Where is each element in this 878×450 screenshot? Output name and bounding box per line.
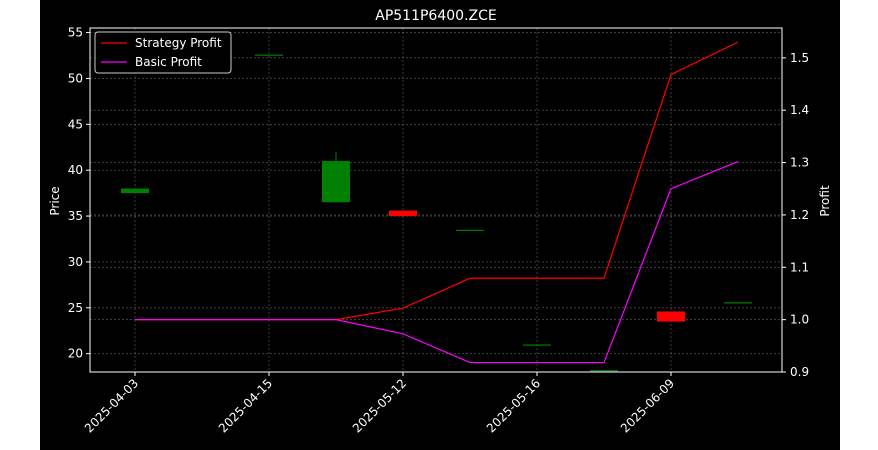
right-tick-label: 1.4 [790,103,809,117]
plot-frame [89,27,783,373]
profit-lines [135,41,739,364]
candle-body [523,344,551,346]
left-tick-label: 55 [68,26,83,40]
candlesticks [121,54,752,372]
x-tick-label: 2025-06-09 [618,376,677,435]
candle-body [456,229,484,232]
series-line-1 [135,160,739,364]
left-tick-label: 30 [68,255,83,269]
right-tick-label: 1.0 [790,313,809,327]
candle-body [724,302,752,304]
series-line-0 [135,41,739,321]
right-tick-label: 1.1 [790,260,809,274]
right-tick-label: 1.3 [790,156,809,170]
x-tick-label: 2025-04-15 [216,376,275,435]
legend-label-strategy: Strategy Profit [135,36,222,50]
chart-title: AP511P6400.ZCE [375,8,496,24]
y-axis-label-left: Price [48,186,62,215]
right-tick-label: 0.9 [790,365,809,379]
left-tick-label: 20 [68,347,83,361]
chart-figure: AP511P6400.ZCE 20 25 30 35 40 45 50 55 0.9 1.0 1.… [40,0,840,450]
y-axis-label-right: Profit [818,185,832,217]
left-tick-label: 45 [68,117,83,131]
right-tick-label: 1.5 [790,51,809,65]
left-tick-label: 25 [68,301,83,315]
candle-body [121,188,149,194]
x-tick-label: 2025-04-03 [82,376,141,435]
candle-body [657,311,685,322]
x-tick-label: 2025-05-12 [350,376,409,435]
legend: Strategy Profit Basic Profit [94,31,232,74]
candle-body [590,370,618,372]
x-tick-label: 2025-05-16 [484,376,543,435]
left-tick-label: 50 [68,71,83,85]
legend-box [94,31,232,74]
left-y-axis: 20 25 30 35 40 45 50 55 [68,26,90,361]
right-tick-label: 1.2 [790,208,809,222]
legend-label-basic: Basic Profit [135,55,202,69]
x-axis: 2025-04-03 2025-04-15 2025-05-12 2025-05-16… [82,372,677,435]
left-tick-label: 35 [68,209,83,223]
candle-body [255,54,283,56]
left-tick-label: 40 [68,163,83,177]
candle-body [389,210,417,217]
right-y-axis: 0.9 1.0 1.1 1.2 1.3 1.4 1.5 [782,51,809,379]
candle-body [322,161,350,203]
chart-svg: AP511P6400.ZCE 20 25 30 35 40 45 50 55 0.9 1.0 1.… [48,8,832,435]
